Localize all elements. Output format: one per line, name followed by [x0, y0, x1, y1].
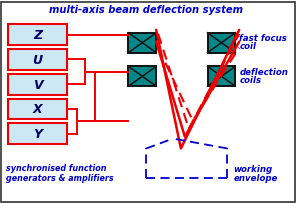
Bar [208, 34, 235, 53]
Bar [128, 34, 156, 53]
Text: deflection: deflection [239, 68, 288, 76]
Bar [8, 99, 67, 120]
Text: synchronised function: synchronised function [6, 163, 106, 172]
Text: coils: coils [239, 75, 261, 84]
Bar [8, 124, 67, 144]
Text: X: X [33, 103, 42, 116]
Bar [8, 50, 67, 71]
Text: Z: Z [33, 29, 42, 42]
Text: working: working [233, 164, 272, 173]
Text: envelope: envelope [233, 173, 278, 182]
Text: Y: Y [33, 128, 42, 140]
Bar [208, 67, 235, 87]
Text: generators & amplifiers: generators & amplifiers [6, 173, 114, 182]
Text: V: V [33, 78, 42, 91]
Text: coil: coil [239, 42, 256, 51]
Bar [128, 67, 156, 87]
Text: U: U [32, 54, 43, 67]
Bar [8, 74, 67, 95]
Bar [8, 25, 67, 46]
Text: fast focus: fast focus [239, 34, 287, 43]
Text: multi-axis beam deflection system: multi-axis beam deflection system [49, 5, 243, 15]
